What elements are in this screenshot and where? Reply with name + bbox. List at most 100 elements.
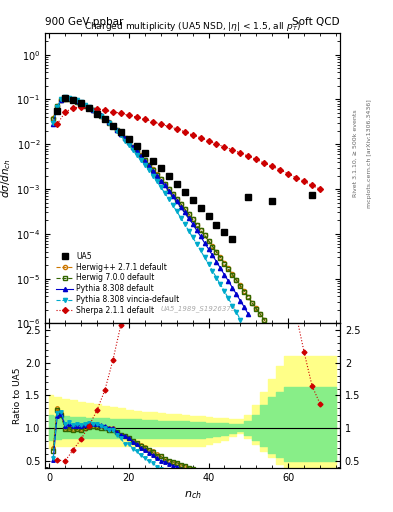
Text: mcplots.cern.ch [arXiv:1306.3436]: mcplots.cern.ch [arXiv:1306.3436] [367,99,372,208]
Pythia 8.308 vincia-default [75,97,79,103]
Herwig 7.0.0 default [75,99,79,105]
Pythia 8.308 vincia-default [63,94,68,100]
Sherpa 2.1.1 default [86,105,91,111]
Pythia 8.308 default [63,95,68,101]
Pythia 8.308 vincia-default [95,110,99,116]
Herwig++ 2.7.1 default [75,99,79,105]
Herwig++ 2.7.1 default [119,131,123,137]
Pythia 8.308 vincia-default [186,227,191,233]
Sherpa 2.1.1 default [278,166,283,173]
Sherpa 2.1.1 default [119,110,123,116]
Pythia 8.308 vincia-default [83,101,87,108]
Pythia 8.308 vincia-default [198,247,203,253]
Pythia 8.308 vincia-default [107,120,111,126]
Pythia 8.308 vincia-default [114,127,119,134]
Pythia 8.308 default [107,119,111,125]
Pythia 8.308 vincia-default [59,96,64,102]
UA5 [86,105,91,112]
Sherpa 2.1.1 default [254,156,259,162]
Pythia 8.308 default [230,285,235,291]
Pythia 8.308 vincia-default [138,157,143,163]
Pythia 8.308 vincia-default [158,184,163,190]
Sherpa 2.1.1 default [182,129,187,135]
Pythia 8.308 default [79,99,83,105]
Pythia 8.308 vincia-default [202,254,207,260]
Pythia 8.308 default [75,98,79,104]
Pythia 8.308 vincia-default [79,99,83,105]
UA5 [103,116,107,122]
Sherpa 2.1.1 default [286,170,290,177]
Title: Charged multiplicity (UA5 NSD, $|\eta|$ < 1.5, all $p_T$): Charged multiplicity (UA5 NSD, $|\eta|$ … [84,20,301,33]
Herwig 7.0.0 default [258,311,263,317]
Pythia 8.308 default [206,246,211,252]
Pythia 8.308 vincia-default [234,309,239,315]
Herwig 7.0.0 default [134,148,139,154]
Sherpa 2.1.1 default [158,121,163,127]
Y-axis label: $d\sigma/dn_{ch}$: $d\sigma/dn_{ch}$ [0,158,13,198]
Pythia 8.308 default [119,131,123,137]
UA5 [206,213,211,219]
Pythia 8.308 default [59,97,64,103]
UA5 [63,95,68,101]
Pythia 8.308 default [238,297,243,304]
Pythia 8.308 default [114,127,119,133]
Pythia 8.308 default [234,291,239,297]
Pythia 8.308 vincia-default [222,288,227,294]
Pythia 8.308 vincia-default [230,303,235,309]
Pythia 8.308 vincia-default [182,221,187,227]
UA5 [222,229,227,235]
Herwig++ 2.7.1 default [258,311,263,317]
UA5 [174,181,179,187]
Text: 900 GeV ppbar: 900 GeV ppbar [45,16,123,27]
Pythia 8.308 vincia-default [218,282,223,288]
Pythia 8.308 default [166,188,171,194]
Pythia 8.308 default [242,304,247,310]
Line: Sherpa 2.1.1 default: Sherpa 2.1.1 default [55,105,322,191]
Pythia 8.308 vincia-default [110,123,115,130]
Pythia 8.308 default [170,193,175,199]
Sherpa 2.1.1 default [151,119,155,125]
UA5 [151,158,155,164]
UA5 [142,150,147,156]
Pythia 8.308 vincia-default [142,162,147,168]
Sherpa 2.1.1 default [110,109,115,115]
Pythia 8.308 default [142,158,147,164]
Herwig++ 2.7.1 default [310,387,314,393]
Pythia 8.308 vincia-default [127,141,131,147]
Sherpa 2.1.1 default [238,150,243,156]
Pythia 8.308 default [178,204,183,210]
Line: Herwig 7.0.0 default: Herwig 7.0.0 default [51,97,314,392]
Pythia 8.308 default [95,110,99,116]
Line: Herwig++ 2.7.1 default: Herwig++ 2.7.1 default [51,97,314,392]
Sherpa 2.1.1 default [103,108,107,114]
Pythia 8.308 vincia-default [103,116,107,122]
Text: UA5_1989_S1926373: UA5_1989_S1926373 [161,305,236,312]
Sherpa 2.1.1 default [134,114,139,120]
UA5 [214,222,219,228]
Pythia 8.308 vincia-default [147,167,151,174]
Sherpa 2.1.1 default [190,132,195,138]
Sherpa 2.1.1 default [318,186,322,192]
Sherpa 2.1.1 default [302,178,307,184]
Pythia 8.308 default [103,116,107,122]
Herwig 7.0.0 default [166,186,171,192]
Sherpa 2.1.1 default [127,112,131,118]
Pythia 8.308 default [71,96,75,102]
Text: Soft QCD: Soft QCD [292,16,340,27]
Pythia 8.308 default [198,233,203,240]
Pythia 8.308 vincia-default [206,261,211,267]
Pythia 8.308 vincia-default [151,173,155,179]
Pythia 8.308 default [55,105,59,111]
UA5 [190,197,195,203]
Pythia 8.308 default [91,106,95,113]
UA5 [95,111,99,117]
Pythia 8.308 vincia-default [51,120,55,126]
UA5 [246,195,251,201]
Pythia 8.308 default [246,311,251,317]
Line: UA5: UA5 [54,96,315,242]
Pythia 8.308 vincia-default [194,241,199,247]
Pythia 8.308 default [151,168,155,174]
Pythia 8.308 default [154,173,159,179]
Pythia 8.308 vincia-default [71,96,75,102]
UA5 [270,198,275,204]
